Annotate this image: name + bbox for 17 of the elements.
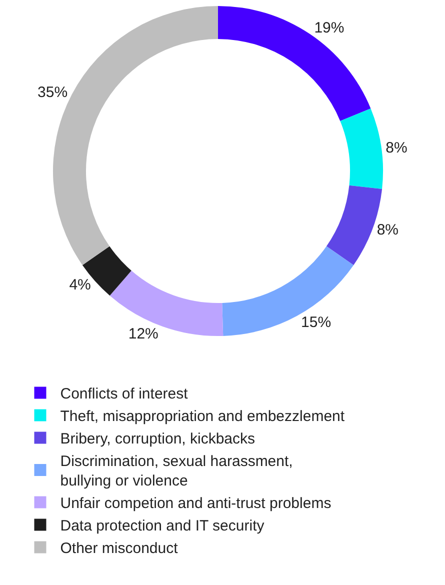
legend-label: Theft, misappropriation and embezzlement xyxy=(60,408,346,426)
data-label: 8% xyxy=(386,139,408,156)
legend-label: Discrimination, sexual harassment, bullying or violence xyxy=(60,453,293,490)
data-label: 12% xyxy=(128,326,158,343)
data-label: 35% xyxy=(38,84,68,102)
donut-slice xyxy=(340,108,383,189)
data-label: 4% xyxy=(69,276,91,294)
legend-label: Bribery, corruption, kickbacks xyxy=(60,430,256,448)
legend-label: Conflicts of interest xyxy=(60,386,189,403)
legend-label: Unfair competion and anti-trust problems xyxy=(60,495,332,512)
donut-slice xyxy=(218,6,371,121)
legend-label: Other misconduct xyxy=(60,540,179,558)
data-label: 15% xyxy=(301,314,332,332)
donut-slice xyxy=(222,246,354,336)
legend-label: Data protection and IT security xyxy=(60,518,265,535)
data-label: 8% xyxy=(376,221,399,238)
data-label: 19% xyxy=(314,20,344,37)
